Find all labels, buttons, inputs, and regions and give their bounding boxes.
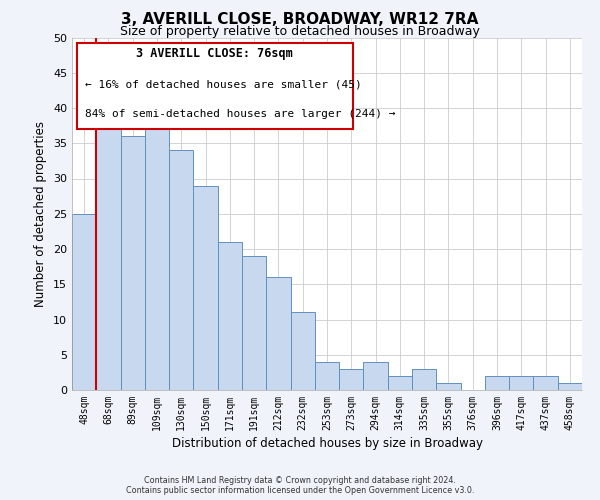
Bar: [315, 362, 339, 390]
Text: 84% of semi-detached houses are larger (244) →: 84% of semi-detached houses are larger (…: [85, 108, 395, 118]
Bar: [242, 256, 266, 390]
Y-axis label: Number of detached properties: Number of detached properties: [34, 120, 47, 306]
Bar: [218, 242, 242, 390]
Text: Size of property relative to detached houses in Broadway: Size of property relative to detached ho…: [120, 25, 480, 38]
Bar: [72, 214, 96, 390]
Bar: [121, 136, 145, 390]
Bar: [533, 376, 558, 390]
X-axis label: Distribution of detached houses by size in Broadway: Distribution of detached houses by size …: [172, 437, 482, 450]
Text: Contains public sector information licensed under the Open Government Licence v3: Contains public sector information licen…: [126, 486, 474, 495]
Bar: [388, 376, 412, 390]
Bar: [412, 369, 436, 390]
FancyBboxPatch shape: [77, 43, 353, 129]
Bar: [485, 376, 509, 390]
Bar: [193, 186, 218, 390]
Bar: [364, 362, 388, 390]
Bar: [96, 108, 121, 390]
Bar: [169, 150, 193, 390]
Bar: [145, 129, 169, 390]
Bar: [436, 383, 461, 390]
Text: Contains HM Land Registry data © Crown copyright and database right 2024.: Contains HM Land Registry data © Crown c…: [144, 476, 456, 485]
Text: 3, AVERILL CLOSE, BROADWAY, WR12 7RA: 3, AVERILL CLOSE, BROADWAY, WR12 7RA: [121, 12, 479, 28]
Bar: [266, 277, 290, 390]
Bar: [558, 383, 582, 390]
Bar: [290, 312, 315, 390]
Text: ← 16% of detached houses are smaller (45): ← 16% of detached houses are smaller (45…: [85, 79, 361, 89]
Text: 3 AVERILL CLOSE: 76sqm: 3 AVERILL CLOSE: 76sqm: [136, 46, 293, 60]
Bar: [509, 376, 533, 390]
Bar: [339, 369, 364, 390]
